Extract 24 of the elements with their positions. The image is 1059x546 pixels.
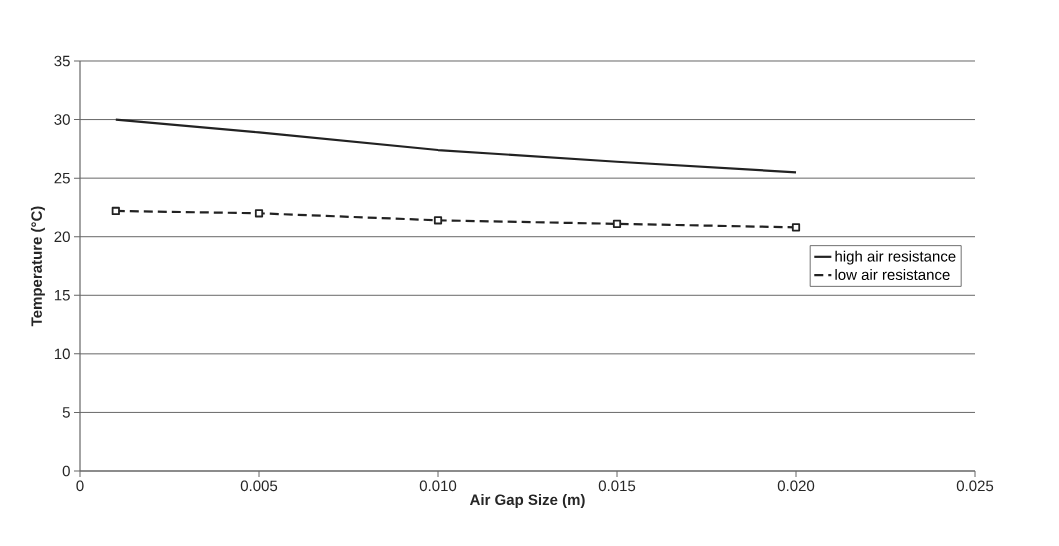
x-tick-label: 0.015 xyxy=(598,480,636,492)
y-tick-label: 35 xyxy=(54,55,70,67)
legend-label: high air resistance xyxy=(835,250,956,265)
y-tick-label: 15 xyxy=(54,290,70,301)
point xyxy=(791,223,801,232)
x-tick-label: 0.025 xyxy=(956,480,994,492)
y-tick-label: 0 xyxy=(62,465,70,477)
x-axis-title: Air Gap Size (m) xyxy=(469,494,585,508)
line-series xyxy=(114,118,798,174)
y-tick-label: 25 xyxy=(54,172,70,184)
y-axis-title: Temperature (°C) xyxy=(30,206,45,327)
point xyxy=(612,219,622,228)
x-tick-label: 0.020 xyxy=(777,480,815,492)
x-tick-label: 0 xyxy=(76,480,84,492)
y-tick-label: 5 xyxy=(62,407,70,418)
point xyxy=(111,206,120,216)
y-tick-label: 30 xyxy=(54,114,70,125)
point xyxy=(433,216,443,225)
x-tick-label: 0.005 xyxy=(240,480,278,492)
point xyxy=(254,209,264,218)
x-tick-label: 0.010 xyxy=(419,480,457,492)
y-tick-label: 10 xyxy=(54,348,70,360)
legend-label: low air resistance xyxy=(835,269,950,281)
y-tick-label: 20 xyxy=(54,231,70,243)
